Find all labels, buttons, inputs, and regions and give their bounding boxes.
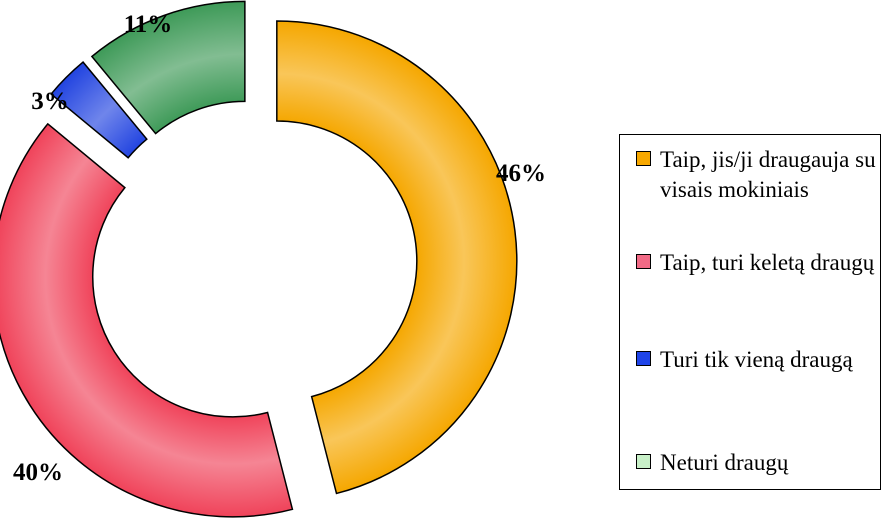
data-label-neturi-draugu: 11% (124, 11, 173, 38)
slice-taip-visais (276, 20, 518, 495)
legend-label-taip-visais: Taip, jis/ji draugauja su visais mokinia… (660, 147, 876, 202)
labels-layer: 46% 40% 3% 11% (13, 11, 546, 486)
slice-viena-drauga (50, 61, 148, 159)
data-label-viena-drauga: 3% (31, 88, 69, 115)
slice-keleta-draugu (0, 122, 294, 518)
legend-swatch-neturi-draugu (636, 454, 651, 469)
legend-swatch-taip-visais (636, 151, 651, 166)
legend-label-neturi-draugu: Neturi draugų (660, 450, 789, 475)
legend-label-keleta-draugu: Taip, turi keletą draugų (660, 250, 875, 275)
slice-neturi-draugu (90, 0, 246, 135)
data-label-taip-visais: 46% (496, 160, 546, 187)
legend-swatch-viena-drauga (636, 351, 651, 366)
data-label-keleta-draugu: 40% (13, 459, 63, 486)
legend: Taip, jis/ji draugauja su visais mokinia… (619, 134, 881, 490)
legend-label-viena-drauga: Turi tik vieną draugą (660, 347, 853, 372)
legend-swatch-keleta-draugu (636, 254, 651, 269)
slices-layer (0, 0, 518, 518)
